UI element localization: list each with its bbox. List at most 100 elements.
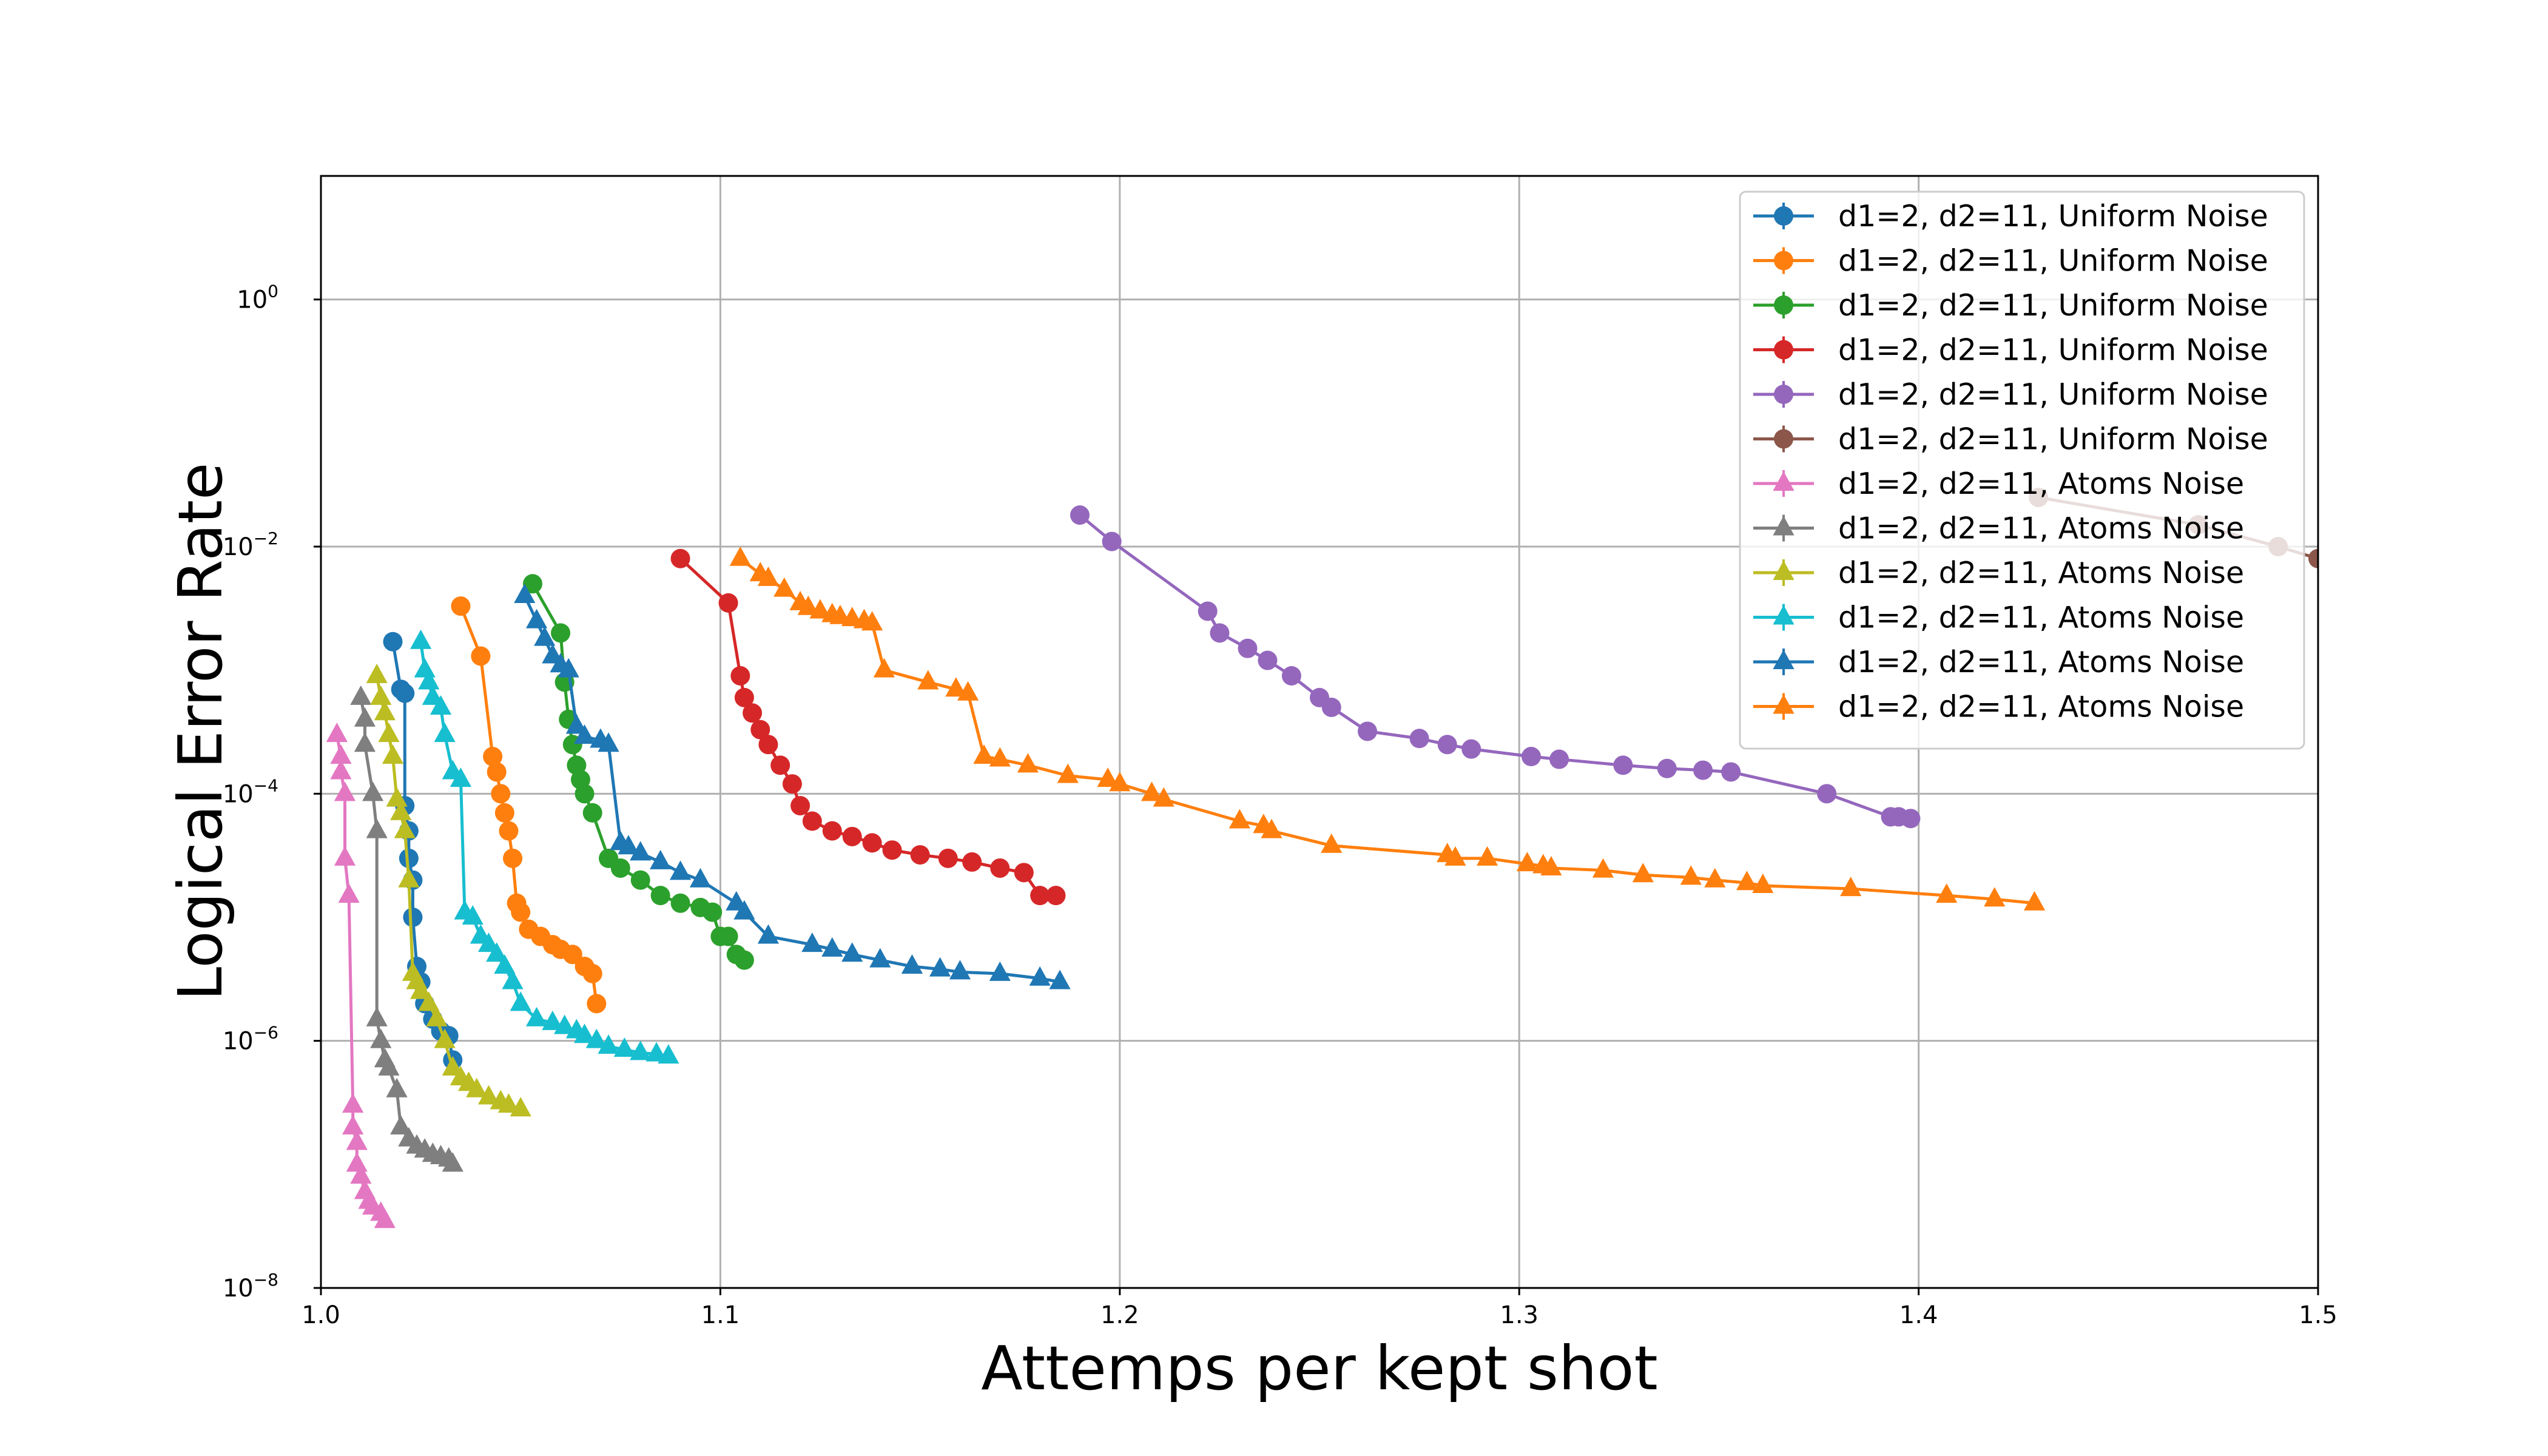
data-point xyxy=(370,685,392,705)
series-11 xyxy=(514,584,1071,989)
data-point xyxy=(901,954,923,974)
x-tick-label: 1.3 xyxy=(1500,1301,1539,1329)
data-point xyxy=(1358,721,1378,741)
data-point xyxy=(841,942,863,962)
data-point xyxy=(630,841,652,861)
series-10 xyxy=(410,629,679,1064)
data-point xyxy=(689,868,712,888)
data-point xyxy=(418,991,440,1011)
legend-entry: d1=2, d2=11, Uniform Noise xyxy=(1753,288,2268,323)
data-point xyxy=(565,714,587,734)
data-point xyxy=(917,670,939,690)
data-point xyxy=(573,724,596,744)
data-point xyxy=(511,902,531,922)
data-point xyxy=(487,762,507,782)
data-point xyxy=(750,720,770,740)
legend-marker xyxy=(1774,340,1793,360)
data-point xyxy=(802,811,822,831)
data-point xyxy=(451,596,471,616)
legend-marker xyxy=(1773,471,1795,491)
legend-label: d1=2, d2=11, Atoms Noise xyxy=(1838,556,2244,590)
data-point xyxy=(542,1010,564,1030)
data-point xyxy=(945,677,967,697)
plot-frame xyxy=(320,175,2319,1289)
data-point xyxy=(338,883,360,903)
data-point xyxy=(1984,887,2006,907)
data-point xyxy=(743,703,763,723)
data-point xyxy=(330,760,352,780)
data-point xyxy=(962,852,982,872)
legend-marker xyxy=(1773,650,1795,669)
data-point xyxy=(797,595,819,615)
data-point xyxy=(410,629,432,649)
data-point xyxy=(430,695,452,715)
data-point xyxy=(354,732,376,752)
data-point xyxy=(374,701,396,721)
data-point xyxy=(873,658,895,678)
data-point xyxy=(342,1093,364,1113)
legend-label: d1=2, d2=11, Uniform Noise xyxy=(1838,244,2268,278)
data-point xyxy=(374,1208,396,1228)
data-point xyxy=(973,744,995,764)
data-point xyxy=(575,784,595,804)
data-point xyxy=(442,1056,463,1076)
data-point xyxy=(1258,650,1278,670)
data-point xyxy=(949,960,971,980)
data-point xyxy=(1461,739,1481,759)
data-point xyxy=(670,893,690,913)
data-point xyxy=(366,663,388,683)
series-4 xyxy=(670,548,1066,906)
data-point xyxy=(383,632,403,652)
data-point xyxy=(494,803,514,823)
data-point xyxy=(734,950,754,970)
data-point xyxy=(503,848,523,868)
series-12 xyxy=(729,546,2046,911)
data-point xyxy=(1721,762,1741,782)
data-point xyxy=(499,821,519,841)
data-point xyxy=(1409,729,1429,749)
data-point xyxy=(669,860,692,880)
data-point xyxy=(718,593,738,613)
data-point xyxy=(582,963,602,983)
series-layer xyxy=(326,487,2318,1228)
legend-entry: d1=2, d2=11, Uniform Noise xyxy=(1753,422,2268,457)
legend-marker xyxy=(1774,385,1793,404)
data-point xyxy=(842,826,862,846)
legend-label: d1=2, d2=11, Atoms Noise xyxy=(1838,601,2244,635)
data-point xyxy=(1516,852,1538,872)
data-point xyxy=(330,744,352,764)
data-point xyxy=(585,1028,607,1048)
data-point xyxy=(598,1034,619,1054)
legend-label: d1=2, d2=11, Uniform Noise xyxy=(1838,377,2268,412)
data-point xyxy=(403,908,423,927)
data-point xyxy=(1752,874,1774,894)
data-point xyxy=(573,1023,596,1043)
data-point xyxy=(1657,758,1677,778)
data-point xyxy=(1840,877,1862,897)
x-axis-label: Attemps per kept shot xyxy=(981,1333,1657,1404)
data-point xyxy=(494,954,516,974)
data-point xyxy=(502,969,524,989)
data-point xyxy=(1057,763,1079,783)
data-point xyxy=(989,747,1011,767)
data-point xyxy=(1049,969,1071,989)
data-point xyxy=(822,821,842,841)
data-point xyxy=(758,735,778,755)
data-point xyxy=(410,979,432,999)
data-point xyxy=(703,902,723,922)
data-point xyxy=(342,1115,364,1135)
data-point xyxy=(774,577,795,597)
data-point xyxy=(1704,868,1726,888)
data-point xyxy=(471,646,491,666)
legend-marker xyxy=(1774,206,1793,226)
data-point xyxy=(326,723,348,743)
legend-label: d1=2, d2=11, Uniform Noise xyxy=(1838,288,2268,323)
y-tick-label: 10−8 xyxy=(223,1270,278,1303)
data-point xyxy=(650,849,672,869)
data-point xyxy=(462,905,484,925)
data-point xyxy=(398,868,420,888)
data-point xyxy=(525,1006,548,1026)
data-point xyxy=(1592,858,1614,878)
legend: d1=2, d2=11, Uniform Noise d1=2, d2=11, U… xyxy=(1739,190,2305,750)
data-point xyxy=(882,840,902,860)
